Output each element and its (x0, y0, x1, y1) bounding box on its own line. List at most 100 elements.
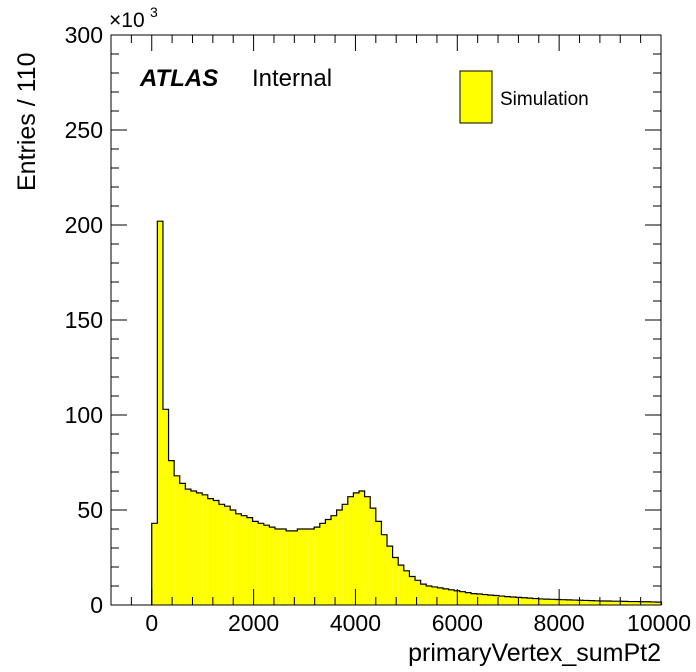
histogram-bar (286, 530, 292, 605)
x-tick-label: 2000 (228, 610, 279, 636)
histogram-bar (560, 599, 567, 605)
histogram-bar (381, 534, 388, 605)
y-tick-label: 200 (65, 212, 103, 238)
histogram-bar (437, 587, 444, 605)
y-multiplier-exponent: 3 (150, 4, 158, 20)
histogram-outline (151, 220, 663, 605)
histogram-bar (650, 601, 656, 605)
histogram-bar (622, 601, 628, 605)
histogram-bar (168, 460, 175, 605)
histogram-bar (274, 529, 281, 605)
histogram-bar (196, 492, 203, 605)
histogram-bar (577, 600, 584, 605)
legend: Simulation (459, 70, 589, 124)
histogram-bar (291, 530, 298, 605)
histogram-bar (398, 565, 404, 605)
histogram-bar (566, 599, 572, 605)
histogram-bar (179, 483, 186, 605)
y-tick-label: 150 (65, 307, 103, 333)
axes: 0 2000 4000 6000 8000 10000 0 50 100 150 200 250 300 (65, 22, 691, 636)
x-tick-label: 8000 (534, 610, 585, 636)
histogram-bar (392, 557, 399, 605)
legend-swatch (459, 70, 493, 124)
histogram-bar (263, 525, 270, 605)
histogram-bar (655, 602, 662, 605)
histogram-bar (448, 589, 455, 605)
histogram-bar (359, 491, 365, 605)
histogram-bar (162, 409, 169, 605)
histogram-bar (297, 529, 303, 605)
x-tick-label: 6000 (432, 610, 483, 636)
histogram-bar (510, 597, 516, 605)
histogram-bar (246, 517, 253, 605)
experiment-label: ATLAS (139, 65, 218, 92)
histogram-bar (224, 506, 231, 605)
histogram-bar (588, 600, 595, 605)
histogram-bar (319, 523, 326, 605)
status-label: Internal (252, 65, 332, 92)
histogram-bar (325, 519, 331, 605)
histogram-bar (364, 496, 371, 605)
histogram-bar (415, 580, 421, 605)
histogram-bar (616, 601, 623, 605)
histogram-bar (213, 500, 219, 605)
histogram-bar (202, 494, 208, 605)
histogram-bar (611, 601, 617, 605)
histogram-bar (403, 570, 410, 605)
histogram-bar (420, 584, 427, 605)
x-tick-label: 4000 (330, 610, 381, 636)
histogram-bar (308, 529, 315, 605)
y-tick-label: 250 (65, 117, 103, 143)
histogram-bar (314, 527, 320, 605)
histogram-bar (459, 591, 466, 605)
histogram-bar (639, 601, 645, 605)
histogram-bar (527, 598, 533, 605)
histogram-bar (230, 510, 236, 605)
y-tick-label: 0 (90, 592, 103, 618)
x-axis-label: primaryVertex_sumPt2 (408, 639, 661, 667)
histogram-bar (280, 529, 287, 605)
histogram-bar (190, 491, 197, 605)
histogram-bar (207, 498, 214, 605)
histogram-bar (538, 598, 544, 605)
histogram-bar (426, 586, 432, 605)
histogram-bar (594, 600, 600, 605)
histogram-bar (336, 510, 343, 605)
histogram-bar (342, 504, 348, 605)
histogram-bars (151, 220, 663, 605)
histogram-bar (331, 515, 337, 605)
histogram-bar (465, 592, 472, 605)
histogram-bar (252, 521, 259, 605)
histogram-bar (235, 513, 242, 605)
y-tick-label: 300 (65, 22, 103, 48)
histogram-bar (151, 523, 158, 605)
histogram-bar (241, 515, 247, 605)
histogram-bar (218, 504, 225, 605)
x-tick-label: 0 (145, 610, 158, 636)
histogram-bar (174, 475, 180, 605)
histogram-bar (487, 595, 494, 605)
histogram-bar (504, 596, 511, 605)
histogram-bar (499, 596, 505, 605)
histogram-bar (443, 588, 449, 605)
histogram-bar (521, 597, 528, 605)
histogram-bar (644, 601, 651, 605)
histogram-bar (599, 601, 606, 605)
histogram-bar (605, 601, 612, 605)
histogram-bar (627, 601, 634, 605)
histogram-bar (269, 527, 275, 605)
histogram-bar (583, 600, 589, 605)
histogram-bar (543, 599, 550, 605)
histogram-bar (493, 595, 500, 605)
histogram-bar (370, 508, 376, 605)
histogram-bar (347, 496, 354, 605)
histogram-bar (482, 594, 488, 605)
legend-entry-simulation: Simulation (500, 89, 589, 110)
histogram-bar (431, 586, 438, 605)
histogram-bar (302, 529, 309, 605)
histogram-bar (185, 489, 191, 605)
y-multiplier-label: ×10 (109, 9, 145, 32)
histogram-bar (409, 576, 416, 605)
histogram-bar (157, 221, 163, 605)
